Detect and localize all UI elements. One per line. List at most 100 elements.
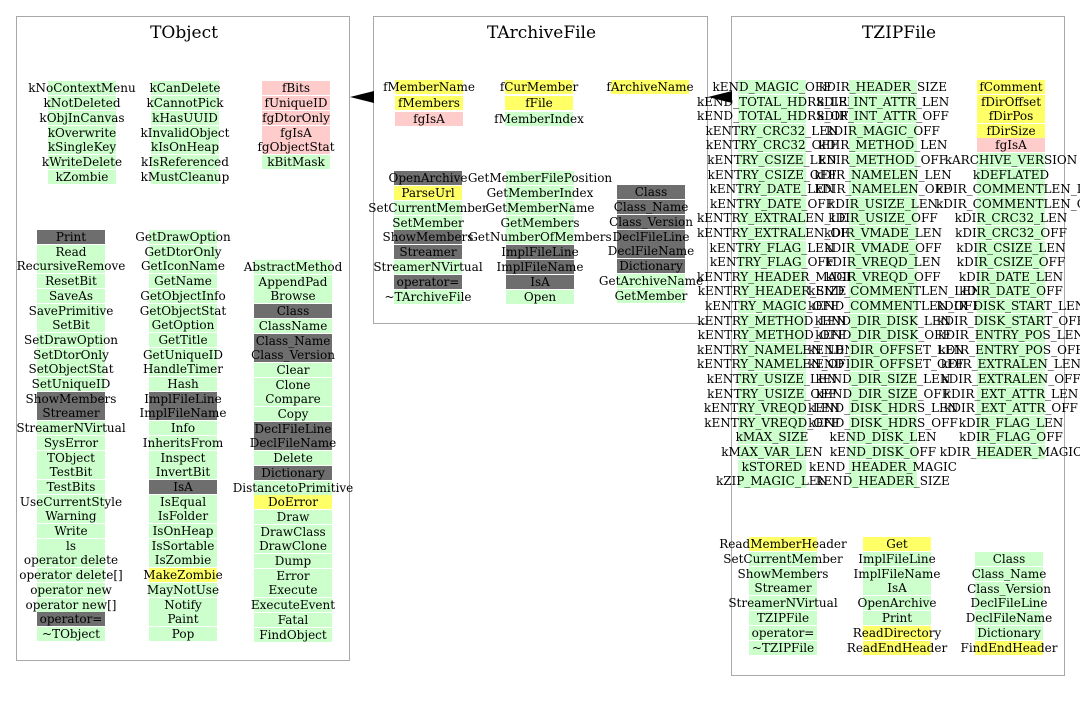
member-kentry-header-magic[interactable]: kENTRY_HEADER_MAGIC: [697, 269, 860, 284]
member-fgobjectstat[interactable]: fgObjectStat: [221, 140, 371, 155]
member-dictionary[interactable]: Dictionary: [576, 259, 726, 274]
member-fbits[interactable]: fBits: [221, 81, 371, 95]
member-kentry-csize-off[interactable]: kENTRY_CSIZE_OFF: [697, 167, 847, 182]
member-kentry-crc32-off[interactable]: kENTRY_CRC32_OFF: [697, 138, 847, 153]
member-declfileline[interactable]: DeclFileLine: [218, 421, 368, 436]
member-kdir-csize-off[interactable]: kDIR_CSIZE_OFF: [936, 255, 1080, 270]
member-kentry-header-size[interactable]: kENTRY_HEADER_SIZE: [697, 284, 847, 299]
member-kdir-extralen-off[interactable]: kDIR_EXTRALEN_OFF: [936, 372, 1080, 386]
member-kdir-flag-off[interactable]: kDIR_FLAG_OFF: [936, 430, 1080, 445]
member-showmembers[interactable]: ShowMembers: [0, 391, 146, 406]
member-kentry-usize-off[interactable]: kENTRY_USIZE_OFF: [697, 386, 847, 401]
member-kend-header-size[interactable]: kEND_HEADER_SIZE: [808, 474, 958, 489]
member-class-name[interactable]: Class_Name: [218, 333, 368, 348]
member-getobjectstat[interactable]: GetObjectStat: [108, 303, 258, 318]
member-getdtoronly[interactable]: GetDtorOnly: [108, 244, 258, 259]
member-kdir-entry-pos-len[interactable]: kDIR_ENTRY_POS_LEN: [936, 328, 1080, 343]
member-fmembername[interactable]: fMemberName: [354, 80, 504, 94]
member-kentry-magic-off[interactable]: kENTRY_MAGIC_OFF: [697, 299, 847, 313]
member-kdir-method-off[interactable]: kDIR_METHOD_OFF: [808, 153, 958, 167]
member-kentry-namelen-off[interactable]: kENTRY_NAMELEN_OFF: [697, 357, 854, 372]
member-kend-disk-hdrs-off[interactable]: kEND_DISK_HDRS_OFF: [808, 415, 958, 430]
member-tarchivefile[interactable]: ~TArchiveFile: [353, 289, 503, 304]
member-saveas[interactable]: SaveAs: [0, 288, 146, 303]
member-kzip-magic-len[interactable]: kZIP_MAGIC_LEN: [697, 474, 847, 489]
member-tzipfile[interactable]: TZIPFile: [708, 611, 858, 625]
member-execute[interactable]: Execute: [218, 583, 368, 598]
member-kend-disk-len[interactable]: kEND_DISK_LEN: [808, 430, 958, 445]
member-kdir-crc32-len[interactable]: kDIR_CRC32_LEN: [936, 211, 1080, 226]
member-kdir-header-size[interactable]: kDIR_HEADER_SIZE: [808, 80, 958, 94]
member-tzipfile[interactable]: ~TZIPFile: [708, 640, 858, 655]
member-pop[interactable]: Pop: [108, 626, 258, 641]
member-getarchivename[interactable]: GetArchiveName: [576, 274, 726, 289]
member-kend-total-hdrs-len[interactable]: kEND_TOTAL_HDRS_LEN: [697, 94, 858, 109]
member-isa[interactable]: IsA: [465, 274, 615, 289]
member-invertbit[interactable]: InvertBit: [108, 465, 258, 480]
member-iszombie[interactable]: IsZombie: [108, 553, 258, 568]
member-kentry-extralen-len[interactable]: kENTRY_EXTRALEN_LEN: [697, 211, 858, 226]
member-abstractmethod[interactable]: AbstractMethod: [218, 260, 368, 274]
member-print[interactable]: Print: [0, 230, 146, 244]
member-kend-dir-disk-len[interactable]: kEND_DIR_DISK_LEN: [808, 313, 958, 328]
member-showmembers[interactable]: ShowMembers: [708, 566, 858, 581]
member-kdir-ext-attr-len[interactable]: kDIR_EXT_ATTR_LEN: [936, 386, 1080, 401]
member-print[interactable]: Print: [822, 611, 972, 625]
member-drawclone[interactable]: DrawClone: [218, 539, 368, 554]
member-fmembers[interactable]: fMembers: [354, 96, 504, 110]
member-kend-dir-disk-off[interactable]: kEND_DIR_DISK_OFF: [808, 328, 958, 343]
member-showmembers[interactable]: ShowMembers: [353, 230, 503, 245]
member-implfileline[interactable]: ImplFileLine: [465, 245, 615, 260]
member-notify[interactable]: Notify: [108, 597, 258, 612]
member-kend-dir-offset-len[interactable]: kEND_DIR_OFFSET_LEN: [808, 342, 964, 357]
member-kentry-method-off[interactable]: kENTRY_METHOD_OFF: [697, 328, 847, 343]
member-dictionary[interactable]: Dictionary: [934, 626, 1080, 640]
member-kend-total-hdrs-off[interactable]: kEND_TOTAL_HDRS_OFF: [697, 109, 857, 124]
member-doerror[interactable]: DoError: [218, 495, 368, 510]
member-setcurrentmember[interactable]: SetCurrentMember: [708, 551, 858, 566]
member-kdir-crc32-off[interactable]: kDIR_CRC32_OFF: [936, 226, 1080, 240]
member-setmember[interactable]: SetMember: [353, 215, 503, 230]
member-error[interactable]: Error: [218, 568, 368, 583]
member-getmemberfileposition[interactable]: GetMemberFilePosition: [465, 171, 615, 185]
member-implfileline[interactable]: ImplFileLine: [108, 391, 258, 406]
member-implfilename[interactable]: ImplFileName: [822, 566, 972, 581]
member-operator-new[interactable]: operator new: [0, 582, 146, 597]
member-kentry-date-off[interactable]: kENTRY_DATE_OFF: [697, 196, 847, 211]
member-isa[interactable]: IsA: [108, 479, 258, 494]
member-getmembers[interactable]: GetMembers: [465, 215, 615, 230]
member-class-version[interactable]: Class_Version: [576, 214, 726, 229]
member-operator[interactable]: operator=: [0, 612, 146, 627]
member-getoption[interactable]: GetOption: [108, 318, 258, 333]
member-kentry-vreqd-len[interactable]: kENTRY_VREQD_LEN: [697, 401, 847, 416]
member-getuniqueid[interactable]: GetUniqueID: [108, 347, 258, 362]
member-fgisa[interactable]: fgIsA: [936, 138, 1080, 153]
member-kentry-flag-len[interactable]: kENTRY_FLAG_LEN: [697, 240, 847, 255]
member-clear[interactable]: Clear: [218, 362, 368, 377]
member-kdir-disk-start-off[interactable]: kDIR_DISK_START_OFF: [936, 313, 1080, 328]
member-kdir-ext-attr-off[interactable]: kDIR_EXT_ATTR_OFF: [936, 401, 1080, 416]
member-operator-delete[interactable]: operator delete: [0, 553, 146, 568]
member-testbit[interactable]: TestBit: [0, 465, 146, 480]
member-streamernvirtual[interactable]: StreamerNVirtual: [708, 596, 858, 611]
member-koverwrite[interactable]: kOverwrite: [7, 125, 157, 140]
member-kentry-namelen-len[interactable]: kENTRY_NAMELEN_LEN: [697, 342, 855, 357]
member-inspect[interactable]: Inspect: [108, 450, 258, 465]
member-getmemberindex[interactable]: GetMemberIndex: [465, 185, 615, 200]
member-streamer[interactable]: Streamer: [353, 245, 503, 260]
member-kobjincanvas[interactable]: kObjInCanvas: [7, 110, 157, 125]
member-readmemberheader[interactable]: ReadMemberHeader: [708, 537, 858, 551]
member-operator-delete-array[interactable]: operator delete[]: [0, 568, 146, 583]
member-kdir-int-attr-len[interactable]: kDIR_INT_ATTR_LEN: [808, 94, 958, 109]
member-recursiveremove[interactable]: RecursiveRemove: [0, 259, 146, 274]
member-inheritsfrom[interactable]: InheritsFrom: [108, 435, 258, 450]
member-classname[interactable]: ClassName: [218, 318, 368, 333]
member-streamernvirtual[interactable]: StreamerNVirtual: [0, 421, 146, 436]
member-declfileline[interactable]: DeclFileLine: [576, 229, 726, 244]
member-fdirpos[interactable]: fDirPos: [936, 109, 1080, 124]
member-getobjectinfo[interactable]: GetObjectInfo: [108, 288, 258, 303]
member-gettitle[interactable]: GetTitle: [108, 332, 258, 347]
member-fatal[interactable]: Fatal: [218, 612, 368, 627]
member-farchivename[interactable]: fArchiveName: [575, 80, 725, 94]
member-parseurl[interactable]: ParseUrl: [353, 185, 503, 200]
